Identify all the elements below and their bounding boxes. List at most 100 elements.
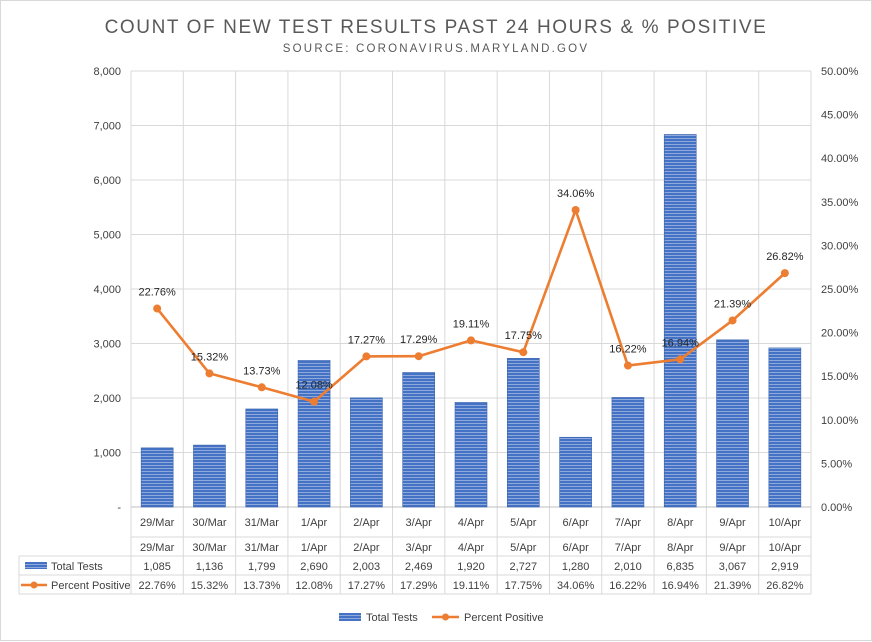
line-point [153, 304, 162, 313]
x-tick-label: 8/Apr [667, 517, 694, 529]
data-label: 15.32% [191, 351, 229, 363]
legend-label: Percent Positive [464, 612, 543, 624]
data-labels: 22.76% 15.32% 13.73% 12.08% 17.27% 17.29% 19.1… [138, 188, 803, 392]
right-tick-label: 0.00% [821, 502, 852, 514]
data-label: 34.06% [557, 188, 595, 200]
table-header-cell: 3/Apr [406, 542, 433, 554]
data-label: 19.11% [453, 318, 490, 330]
x-tick-label: 1/Apr [301, 517, 328, 529]
bar [140, 447, 174, 508]
bar [507, 358, 540, 508]
x-tick-label: 31/Mar [245, 517, 280, 529]
x-tick-label: 2/Apr [353, 517, 380, 529]
bar [559, 436, 592, 508]
data-label: 16.22% [609, 344, 647, 356]
table-key-marker [30, 581, 38, 589]
line-point [571, 205, 580, 214]
line-point [780, 269, 789, 278]
table-header-cell: 10/Apr [769, 542, 802, 554]
right-tick-label: 20.00% [821, 328, 859, 340]
right-tick-label: 40.00% [821, 153, 859, 165]
table-header-cell: 7/Apr [615, 542, 642, 554]
line-point [205, 369, 214, 378]
left-tick-label: 4,000 [93, 284, 121, 296]
table-cell: 13.73% [243, 580, 281, 592]
chart-title: COUNT OF NEW TEST RESULTS PAST 24 HOURS … [105, 17, 768, 38]
line-point [414, 352, 423, 361]
right-tick-label: 30.00% [821, 240, 859, 252]
data-label: 21.39% [714, 298, 752, 310]
table-key-bar [25, 562, 47, 569]
table-cell: 21.39% [714, 580, 752, 592]
table-header-cell: 8/Apr [667, 542, 694, 554]
gridlines [130, 70, 812, 594]
right-tick-label: 45.00% [821, 110, 859, 122]
x-tick-label: 5/Apr [510, 517, 537, 529]
right-tick-label: 5.00% [821, 458, 852, 470]
data-table: 29/Mar 30/Mar 31/Mar 1/Apr 2/Apr 3/Apr 4/Apr 5/… [18, 517, 811, 595]
line-point [676, 355, 685, 364]
legend-line-marker [442, 613, 449, 621]
left-tick-label: 3,000 [93, 339, 121, 351]
table-header-cell: 4/Apr [458, 542, 485, 554]
left-tick-label: 8,000 [93, 66, 121, 78]
table-cell: 2,919 [771, 561, 799, 573]
x-tick-label: 7/Apr [615, 517, 642, 529]
x-tick-label: 6/Apr [562, 517, 589, 529]
x-tick-label: 9/Apr [719, 517, 746, 529]
bar [245, 408, 279, 508]
table-cell: 1,280 [562, 561, 590, 573]
table-header-cell: 2/Apr [353, 542, 380, 554]
table-cell: 2,469 [405, 561, 433, 573]
table-header-cell: 29/Mar [140, 542, 175, 554]
chart-subtitle: SOURCE: CORONAVIRUS.MARYLAND.GOV [283, 43, 589, 55]
bar [663, 134, 697, 508]
table-cell: 17.75% [505, 580, 543, 592]
table-header-cell: 31/Mar [245, 542, 280, 554]
table-cell: 2,727 [510, 561, 538, 573]
bar [716, 339, 749, 508]
line-point [623, 361, 632, 370]
bar [454, 402, 488, 508]
table-row-label: Total Tests [51, 561, 103, 573]
bar [768, 347, 802, 508]
x-tick-label: 30/Mar [192, 517, 227, 529]
left-tick-label: - [117, 502, 121, 514]
table-cell: 22.76% [138, 580, 176, 592]
table-cell: 3,067 [719, 561, 747, 573]
left-tick-label: 5,000 [93, 230, 121, 242]
left-axis: - 1,000 2,000 3,000 4,000 5,000 6,000 7,000 8,00… [93, 66, 121, 514]
line-point [362, 352, 371, 361]
left-tick-label: 1,000 [93, 448, 121, 460]
table-cell: 19.11% [453, 580, 490, 592]
right-tick-label: 10.00% [821, 415, 859, 427]
legend-label: Total Tests [366, 612, 418, 624]
legend: Total Tests Percent Positive [339, 612, 543, 624]
table-cell: 2,003 [353, 561, 381, 573]
table-cell: 1,085 [143, 561, 171, 573]
right-axis: 0.00% 5.00% 10.00% 15.00% 20.00% 25.00% 30.00%… [821, 66, 859, 514]
table-cell: 2,010 [614, 561, 642, 573]
left-tick-label: 6,000 [93, 175, 121, 187]
table-header-cell: 9/Apr [719, 542, 746, 554]
line-point [257, 383, 266, 392]
table-header-cell: 5/Apr [510, 542, 537, 554]
bar [193, 444, 226, 508]
table-cell: 17.29% [400, 580, 438, 592]
table-cell: 6,835 [666, 561, 694, 573]
bar [611, 397, 645, 508]
x-tick-label: 10/Apr [769, 517, 802, 529]
line-point [728, 316, 737, 325]
table-header-cell: 30/Mar [192, 542, 227, 554]
data-label: 16.94% [662, 337, 700, 349]
bar [297, 360, 331, 508]
legend-bar-swatch [339, 613, 361, 621]
line-point [310, 397, 319, 406]
table-cell: 16.94% [662, 580, 700, 592]
line-point [519, 348, 528, 357]
right-tick-label: 50.00% [821, 66, 859, 78]
bar [350, 397, 383, 508]
x-tick-label: 4/Apr [458, 517, 485, 529]
x-tick-label: 29/Mar [140, 517, 175, 529]
